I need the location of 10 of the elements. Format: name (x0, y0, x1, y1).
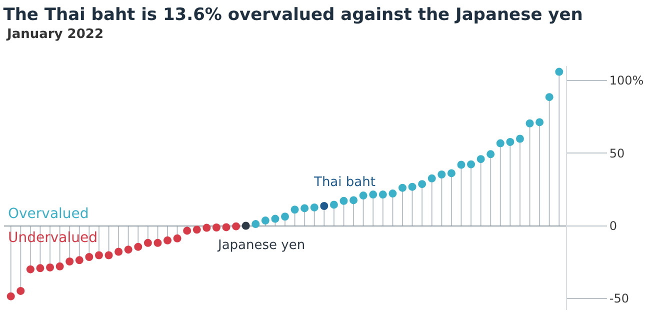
y-tick-label: 100% (609, 74, 644, 88)
annotation: Undervalued (8, 230, 98, 246)
annotation: Thai baht (313, 175, 376, 190)
chart-title: The Thai baht is 13.6% overvalued against the Japanese yen (3, 4, 583, 25)
chart-subtitle: January 2022 (6, 27, 104, 42)
annotation: Japanese yen (217, 238, 306, 253)
y-tick-label: 50 (609, 146, 625, 160)
y-tick-label: 0 (609, 218, 618, 233)
y-tick-label: -50 (609, 292, 630, 306)
annotation: Overvalued (8, 206, 89, 222)
